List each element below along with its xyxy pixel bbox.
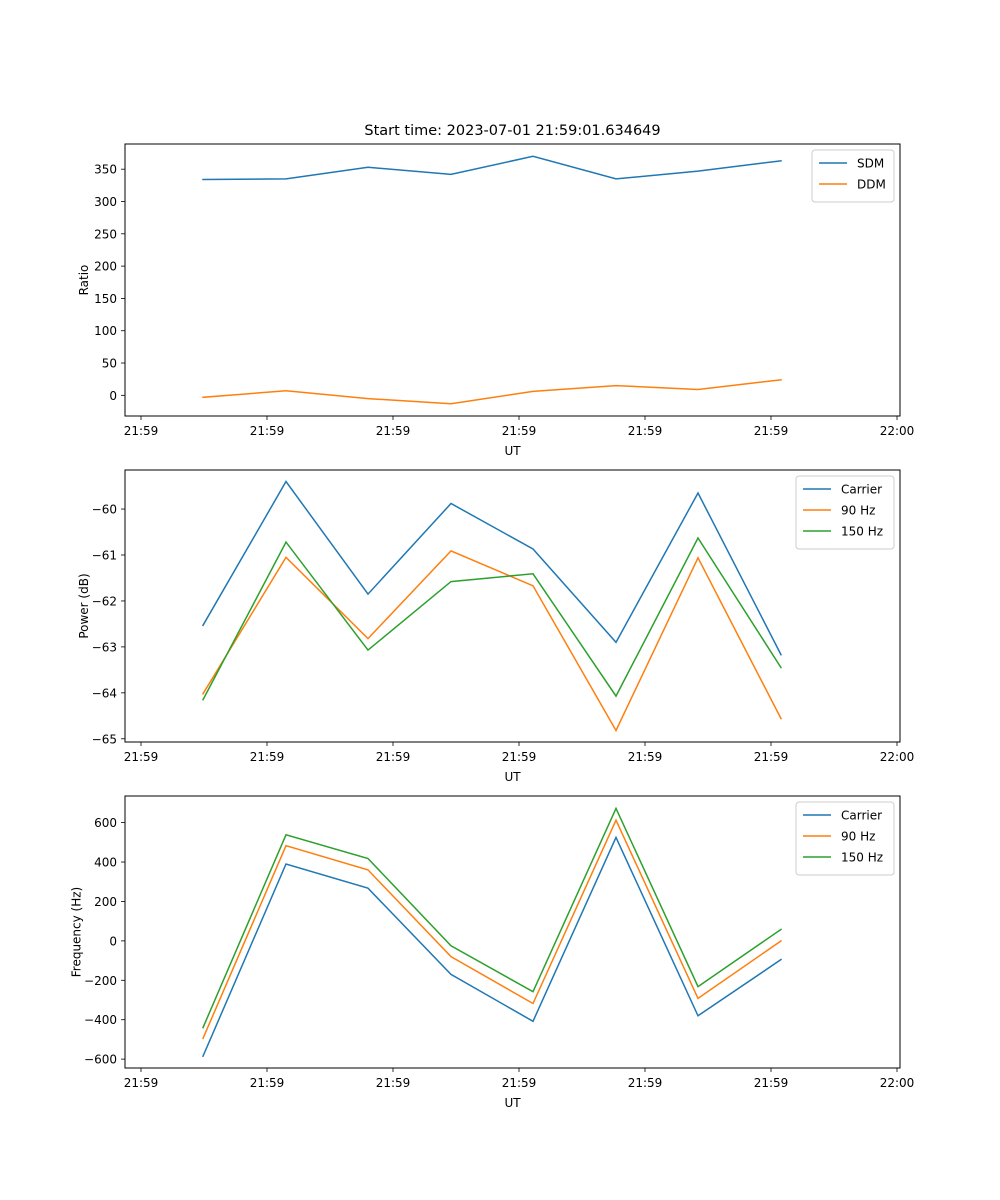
y-tick-label: 50 [102, 357, 117, 371]
x-tick-label: 21:59 [754, 1076, 789, 1090]
series-line-carrier [202, 835, 783, 1058]
legend-label: 150 Hz [841, 851, 883, 865]
series-line-150-hz [202, 806, 783, 1029]
y-axis-label: Power (dB) [77, 573, 91, 638]
x-tick-label: 21:59 [250, 424, 285, 438]
x-tick-label: 22:00 [880, 1076, 915, 1090]
series-line-90-hz [201, 550, 783, 733]
axes-frame [124, 143, 901, 417]
series-line-ddm [202, 378, 782, 405]
y-tick-label: 350 [94, 163, 117, 177]
chart-panel-1: Start time: 2023-07-01 21:59:01.634649 21… [77, 123, 914, 458]
x-tick-label: 21:59 [628, 424, 663, 438]
y-tick-label: 0 [109, 934, 117, 948]
series-line-carrier [201, 480, 783, 656]
axes-frame [124, 795, 901, 1069]
y-tick-label: −200 [84, 974, 117, 988]
y-tick-label: −63 [92, 640, 117, 654]
legend-label: Carrier [841, 809, 882, 823]
legend-label: 150 Hz [841, 525, 883, 539]
chart-title: Start time: 2023-07-01 21:59:01.634649 [364, 123, 660, 139]
y-tick-label: 300 [94, 195, 117, 209]
series-line-90-hz [202, 818, 783, 1040]
y-tick-label: 100 [94, 324, 117, 338]
x-tick-label: 21:59 [376, 750, 411, 764]
x-tick-label: 21:59 [376, 424, 411, 438]
x-tick-label: 21:59 [502, 750, 537, 764]
y-tick-label: 600 [94, 816, 117, 830]
y-tick-label: −400 [84, 1013, 117, 1027]
legend-label: 90 Hz [841, 504, 875, 518]
y-axis-label: Frequency (Hz) [70, 887, 84, 978]
y-axis-label: Ratio [77, 265, 91, 296]
x-tick-label: 21:59 [124, 750, 159, 764]
axes-frame [124, 469, 901, 743]
series-line-sdm [202, 155, 782, 181]
y-tick-label: −61 [92, 549, 117, 563]
y-tick-label: 200 [94, 895, 117, 909]
legend-label: 90 Hz [841, 830, 875, 844]
x-tick-label: 21:59 [628, 750, 663, 764]
y-tick-label: −600 [84, 1053, 117, 1067]
x-tick-label: 22:00 [880, 750, 915, 764]
x-tick-label: 21:59 [754, 750, 789, 764]
x-tick-label: 21:59 [250, 1076, 285, 1090]
x-tick-label: 21:59 [124, 1076, 159, 1090]
y-tick-label: −62 [92, 594, 117, 608]
x-axis-label: UT [504, 1096, 521, 1110]
legend-label: SDM [857, 157, 884, 171]
series-line-150-hz [201, 536, 783, 701]
legend: Carrier 90 Hz 150 Hz [795, 475, 895, 550]
x-tick-label: 21:59 [250, 750, 285, 764]
legend: SDM DDM [811, 149, 895, 203]
y-tick-label: 0 [109, 389, 117, 403]
y-tick-label: 250 [94, 227, 117, 241]
x-tick-label: 22:00 [880, 424, 915, 438]
y-tick-label: −65 [92, 732, 117, 746]
x-tick-label: 21:59 [502, 1076, 537, 1090]
legend: Carrier 90 Hz 150 Hz [795, 801, 895, 876]
legend-label: DDM [857, 178, 886, 192]
chart-panel-2: 21:59 21:59 21:59 21:59 21:59 21:59 22:00 UT −65… [77, 469, 915, 784]
chart-panel-3: 21:59 21:59 21:59 21:59 21:59 21:59 22:00 UT −60… [70, 795, 915, 1110]
legend-label: Carrier [841, 483, 882, 497]
panels: Start time: 2023-07-01 21:59:01.634649 21… [70, 123, 915, 1110]
x-tick-label: 21:59 [124, 424, 159, 438]
x-tick-label: 21:59 [628, 1076, 663, 1090]
y-tick-label: 150 [94, 292, 117, 306]
y-tick-label: 400 [94, 856, 117, 870]
x-axis-label: UT [504, 770, 521, 784]
x-tick-label: 21:59 [754, 424, 789, 438]
x-tick-label: 21:59 [376, 1076, 411, 1090]
x-axis-label: UT [504, 444, 521, 458]
y-tick-label: 200 [94, 260, 117, 274]
y-tick-label: −60 [92, 503, 117, 517]
x-tick-label: 21:59 [502, 424, 537, 438]
y-tick-label: −64 [92, 686, 117, 700]
